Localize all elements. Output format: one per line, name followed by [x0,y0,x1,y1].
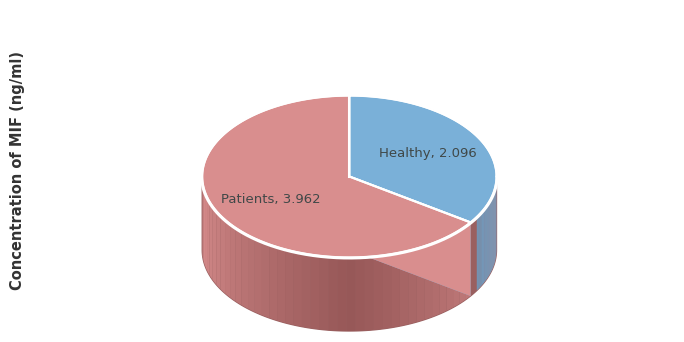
Polygon shape [482,210,483,285]
Text: Healthy, 2.096: Healthy, 2.096 [379,147,476,160]
Polygon shape [350,176,471,296]
Polygon shape [350,176,471,296]
Polygon shape [285,249,293,325]
Polygon shape [485,207,486,281]
Polygon shape [248,235,255,312]
Polygon shape [356,257,365,331]
Polygon shape [483,209,484,284]
Polygon shape [205,192,207,271]
Polygon shape [311,254,319,329]
Polygon shape [400,251,408,326]
Polygon shape [417,246,425,322]
Polygon shape [337,257,347,331]
Polygon shape [293,251,302,327]
Polygon shape [207,197,209,275]
Polygon shape [447,234,453,311]
Polygon shape [391,252,400,328]
Polygon shape [241,232,248,309]
Polygon shape [365,256,373,330]
Polygon shape [432,240,439,317]
Polygon shape [373,255,382,330]
Polygon shape [460,226,465,304]
Polygon shape [486,206,487,280]
Text: Patients, 3.962: Patients, 3.962 [222,193,321,206]
Polygon shape [209,202,213,280]
Polygon shape [216,211,220,289]
Polygon shape [350,96,497,222]
Polygon shape [425,244,432,320]
Polygon shape [204,187,205,266]
Polygon shape [439,237,447,314]
Polygon shape [277,247,285,323]
Polygon shape [484,208,485,282]
Polygon shape [202,182,204,261]
Polygon shape [477,215,479,290]
Polygon shape [408,249,417,324]
Polygon shape [382,254,391,329]
Polygon shape [230,224,236,301]
Polygon shape [255,238,262,315]
Polygon shape [479,213,480,288]
Text: Concentration of MIF (ng/ml): Concentration of MIF (ng/ml) [10,52,25,290]
Polygon shape [328,256,337,331]
Polygon shape [465,222,471,300]
Polygon shape [319,256,328,330]
Polygon shape [269,245,277,320]
Polygon shape [480,212,482,287]
Polygon shape [213,207,216,285]
Polygon shape [236,228,241,305]
Polygon shape [262,241,269,318]
Polygon shape [347,257,356,331]
Polygon shape [453,230,460,307]
Polygon shape [220,215,225,293]
Polygon shape [202,96,471,258]
Polygon shape [302,253,311,328]
Polygon shape [225,220,230,298]
Polygon shape [202,176,497,331]
